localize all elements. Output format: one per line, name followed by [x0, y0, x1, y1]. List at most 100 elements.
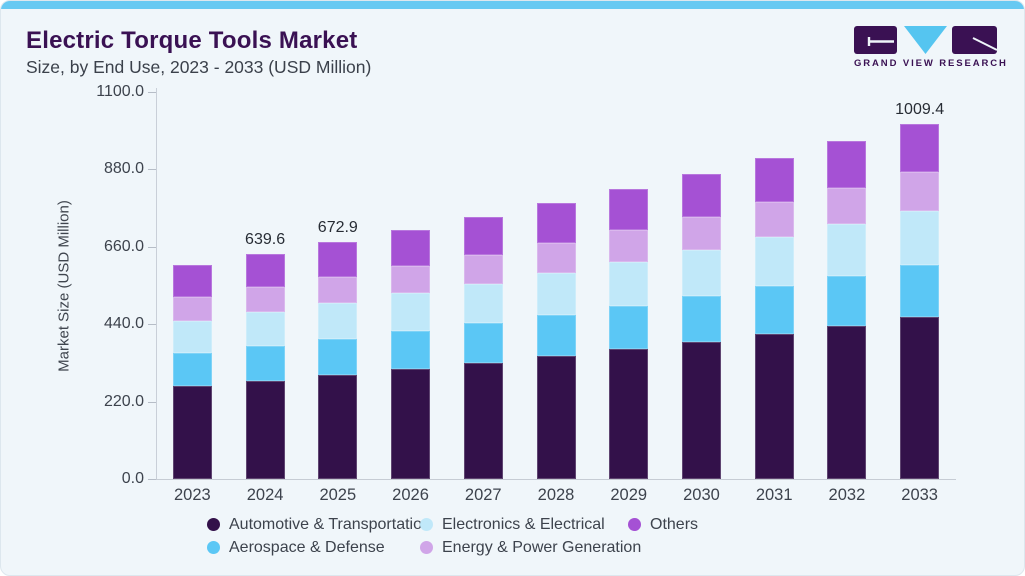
- bar-segment-electronics-electrical: [681, 249, 721, 297]
- legend-item-aerospace-defense: Aerospace & Defense: [207, 538, 385, 557]
- legend-item-automotive-transportation: Automotive & Transportation: [207, 515, 431, 534]
- bar-segment-aerospace-defense: [609, 305, 649, 350]
- stacked-bar-2030: [681, 174, 721, 479]
- x-axis-label: 2032: [828, 486, 866, 504]
- y-axis-tick-label: 220.0: [103, 392, 144, 410]
- bar-segment-electronics-electrical: [827, 224, 867, 277]
- stacked-bar-2031: [754, 158, 794, 479]
- x-axis-label: 2023: [174, 486, 211, 504]
- bar-segment-aerospace-defense: [172, 352, 212, 386]
- x-axis-label: 2031: [755, 486, 793, 504]
- bar-segment-electronics-electrical: [391, 293, 431, 332]
- y-axis-tick: [148, 169, 156, 171]
- y-axis-tick: [148, 92, 156, 93]
- bar-segment-aerospace-defense: [463, 323, 503, 363]
- stacked-bar-2025: [318, 242, 358, 479]
- bar-segment-others: [391, 230, 431, 266]
- x-axis-label: 2026: [392, 486, 429, 504]
- logo-wordmark: GRAND VIEW RESEARCH: [854, 58, 1008, 69]
- x-axis-label: 2027: [464, 486, 502, 504]
- y-axis-tick-label: 1100.0: [96, 83, 144, 100]
- legend-dot-icon: [628, 518, 641, 531]
- bar-segment-others: [754, 158, 794, 203]
- chart-title: Electric Torque Tools Market: [26, 27, 358, 54]
- bar-total-label: 639.6: [245, 230, 286, 248]
- legend-label: Electronics & Electrical: [442, 515, 605, 533]
- x-axis-label: 2025: [319, 486, 357, 504]
- bar-segment-automotive-transportation: [827, 326, 867, 479]
- bar-segment-energy-power-generation: [754, 202, 794, 238]
- bar-segment-automotive-transportation: [391, 369, 431, 479]
- x-axis-label: 2029: [610, 486, 648, 504]
- bar-segment-aerospace-defense: [900, 265, 940, 318]
- bar-segment-automotive-transportation: [681, 342, 721, 479]
- legend-label: Aerospace & Defense: [229, 538, 385, 556]
- bar-total-label: 672.9: [317, 219, 358, 237]
- bar-segment-energy-power-generation: [609, 229, 649, 262]
- bar-segment-others: [827, 141, 867, 188]
- x-axis-label: 2028: [537, 486, 575, 504]
- x-axis-label: 2033: [901, 486, 938, 504]
- bar-segment-aerospace-defense: [536, 314, 576, 357]
- bar-segment-others: [318, 242, 358, 277]
- bar-segment-others: [463, 217, 503, 255]
- stacked-bar-2032: [827, 141, 867, 479]
- bar-segment-automotive-transportation: [900, 317, 940, 479]
- bar-segment-electronics-electrical: [318, 303, 358, 339]
- bar-segment-energy-power-generation: [681, 216, 721, 250]
- gvr-logo-icon: [854, 26, 998, 54]
- x-axis-label: 2030: [683, 486, 720, 504]
- top-accent-bar: [1, 1, 1024, 9]
- plot-area: 0.0 220.0 440.0 660.0 880.0 1100.0 2023 2024 639…: [96, 83, 956, 504]
- bar-segment-others: [609, 189, 649, 230]
- y-axis-tick-label: 660.0: [103, 237, 144, 255]
- bar-segment-electronics-electrical: [754, 237, 794, 287]
- bar-segment-energy-power-generation: [827, 187, 867, 225]
- y-axis-tick: [148, 324, 156, 326]
- y-axis-tick: [148, 479, 156, 480]
- y-axis-title: Market Size (USD Million): [55, 200, 73, 372]
- stacked-bar-2024: [245, 254, 285, 479]
- bar-segment-automotive-transportation: [536, 356, 576, 479]
- legend-item-electronics-electrical: Electronics & Electrical: [420, 515, 605, 534]
- bar-segment-energy-power-generation: [391, 265, 431, 294]
- bar-segment-aerospace-defense: [754, 286, 794, 335]
- bar-segment-others: [245, 254, 285, 288]
- bar-segment-others: [172, 265, 212, 297]
- bar-segment-energy-power-generation: [318, 276, 358, 304]
- y-axis-tick-label: 440.0: [103, 315, 144, 333]
- x-axis-line: [156, 479, 956, 480]
- bar-segment-electronics-electrical: [172, 320, 212, 353]
- chart-subtitle: Size, by End Use, 2023 - 2033 (USD Milli…: [26, 57, 372, 77]
- bar-segment-automotive-transportation: [754, 334, 794, 479]
- stacked-bar-2028: [536, 203, 576, 479]
- y-axis-line: [156, 88, 157, 480]
- bar-segment-electronics-electrical: [609, 261, 649, 306]
- legend-label: Others: [650, 515, 699, 533]
- stacked-bar-2026: [391, 230, 431, 479]
- bar-segment-automotive-transportation: [463, 362, 503, 479]
- legend-dot-icon: [207, 541, 220, 554]
- stacked-bar-2027: [463, 217, 503, 479]
- legend-dot-icon: [420, 518, 433, 531]
- bar-segment-electronics-electrical: [463, 283, 503, 324]
- stacked-bar-2023: [172, 265, 212, 479]
- bar-segment-aerospace-defense: [245, 346, 285, 381]
- bar-segment-automotive-transportation: [318, 375, 358, 479]
- legend-dot-icon: [207, 518, 220, 531]
- bar-segment-others: [681, 174, 721, 217]
- stacked-bar-2033: [900, 123, 940, 479]
- y-axis-tick: [148, 401, 156, 403]
- y-axis-tick-label: 0.0: [121, 470, 144, 487]
- bar-segment-electronics-electrical: [536, 272, 576, 315]
- bar-total-label: 1009.4: [895, 100, 945, 118]
- bar-segment-automotive-transportation: [609, 349, 649, 479]
- y-axis-tick: [148, 246, 156, 248]
- bar-segment-electronics-electrical: [245, 312, 285, 347]
- legend-item-energy-power-generation: Energy & Power Generation: [420, 538, 641, 557]
- bar-segment-others: [900, 123, 940, 172]
- legend-label: Energy & Power Generation: [442, 538, 642, 556]
- bar-segment-energy-power-generation: [536, 242, 576, 273]
- legend-item-others: Others: [628, 515, 698, 534]
